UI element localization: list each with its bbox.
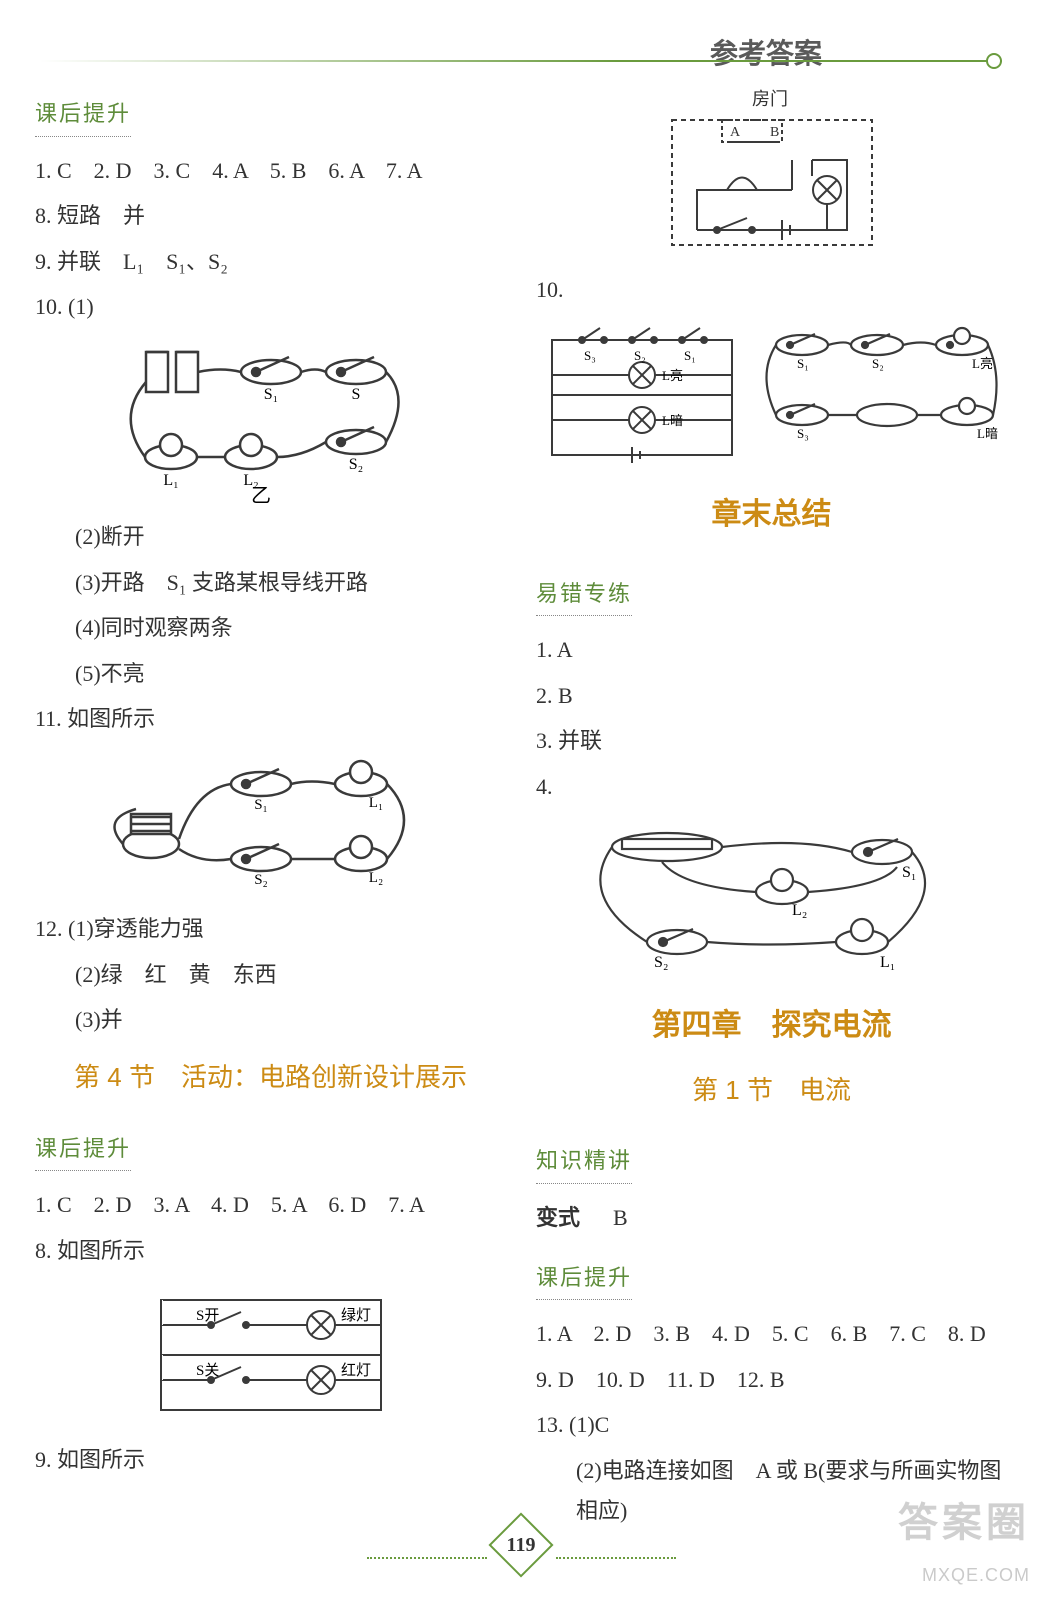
answer-line: (3)开路 S₁ 支路某根导线开路 [35, 563, 506, 603]
answer-line: 3. 并联 [536, 721, 1007, 761]
answer-line: (4)同时观察两条 [35, 608, 506, 648]
page-number-dots [367, 1557, 487, 1559]
section-label: 课后提升 [35, 1129, 131, 1172]
section-label: 课后提升 [35, 94, 131, 137]
answer-line: 9. D 10. D 11. D 12. B [536, 1360, 1007, 1400]
answer-line: 1. C 2. D 3. A 4. D 5. A 6. D 7. A [35, 1185, 506, 1225]
svg-text:L₁: L₁ [368, 795, 382, 811]
answer-line: (2)断开 [35, 517, 506, 557]
svg-text:L亮: L亮 [972, 356, 993, 371]
svg-text:S₁: S₁ [797, 356, 809, 371]
answer-line: 8. 短路 并 [35, 196, 506, 236]
answer-line: 1. A [536, 630, 1007, 670]
svg-text:红灯: 红灯 [341, 1362, 371, 1379]
svg-text:S₂: S₂ [872, 356, 884, 371]
svg-text:L暗: L暗 [977, 426, 998, 441]
answer-line: 9. 如图所示 [35, 1440, 506, 1480]
svg-text:S关: S关 [196, 1362, 219, 1379]
watermark-url: MXQE.COM [898, 1559, 1030, 1591]
svg-text:绿灯: 绿灯 [341, 1307, 371, 1324]
figure-13-4: A S₁L₁ S₂L₂ [1037, 365, 1042, 505]
answer-line: 1. A 2. D 3. B 4. D 5. C 6. B 7. C 8. D [536, 1314, 1007, 1354]
figure-10-1: S₁ S S₂ L₁ L₂ 乙 [35, 337, 506, 507]
watermark-text: 答案圈 [898, 1487, 1030, 1559]
svg-text:A: A [730, 125, 741, 140]
section-title: 第 4 节 活动：电路创新设计展示 [35, 1054, 506, 1101]
section-label: 易错专练 [536, 574, 632, 617]
svg-text:S开: S开 [196, 1308, 219, 1324]
answer-value: B [613, 1205, 628, 1230]
circuit-figure: S₁ L₂ S₂ L₁ [582, 817, 962, 977]
figure-caption: 乙 [251, 485, 271, 507]
circuit-schematic: 房门 A B [652, 80, 892, 260]
svg-text:S₃: S₃ [584, 348, 596, 363]
svg-text:S₂: S₂ [348, 456, 362, 473]
answer-line: 12. (1)穿透能力强 [35, 909, 506, 949]
answer-line: 10. [536, 270, 1007, 310]
svg-text:S₂: S₂ [254, 872, 268, 888]
circuit-figure: S₁ S S₂ L₁ L₂ 乙 [121, 337, 421, 507]
answer-line: 13. (1)C [536, 1405, 1007, 1445]
page-number-badge: 119 [488, 1513, 553, 1578]
svg-text:S: S [351, 386, 360, 403]
svg-text:S₂: S₂ [654, 954, 668, 971]
svg-text:房门: 房门 [752, 89, 788, 109]
svg-text:S₁: S₁ [254, 797, 268, 813]
header-title: 参考答案 [710, 30, 822, 80]
answer-line: 11. 如图所示 [35, 699, 506, 739]
answer-line: (3)I_C＝I_A＋I_B 换用规格不同的灯泡多次实验 [1037, 230, 1042, 309]
svg-text:L₂: L₂ [368, 870, 382, 886]
page-number-value: 119 [500, 1524, 542, 1566]
figure-10-pair: S₃ S₂ S₁ L亮 L暗 S₁ S₂ L亮 S₃ L暗 [536, 320, 1007, 470]
svg-text:L₂: L₂ [792, 902, 807, 919]
circuit-figure: S₃ S₂ S₁ L亮 L暗 S₁ S₂ L亮 S₃ L暗 [542, 320, 1002, 470]
section-title: 第 1 节 电流 [536, 1067, 1007, 1114]
section-label: 课后提升 [536, 1258, 632, 1301]
page-number-dots [556, 1557, 676, 1559]
label-prefix: 变式 [536, 1205, 580, 1230]
svg-text:L₁: L₁ [880, 954, 895, 971]
figure-11: S₁ L₁ S₂ L₂ [35, 749, 506, 899]
page-columns: 课后提升 1. C 2. D 3. C 4. A 5. B 6. A 7. A … [35, 80, 1007, 1549]
circuit-figure: S₁ L₁ S₂ L₂ [111, 749, 431, 899]
svg-text:S₃: S₃ [797, 426, 809, 441]
svg-text:S₁: S₁ [263, 386, 277, 403]
answer-line: 2. B [536, 676, 1007, 716]
svg-text:L亮: L亮 [662, 368, 683, 383]
answer-line: (2)绿 红 黄 东西 [35, 955, 506, 995]
figure-9: 房门 A B [536, 80, 1007, 260]
watermark: 答案圈 MXQE.COM [898, 1487, 1030, 1591]
section-label: 知识精讲 [536, 1141, 632, 1184]
svg-text:S₂: S₂ [634, 348, 646, 363]
answer-line: (5)不亮 [35, 654, 506, 694]
svg-text:L暗: L暗 [662, 413, 683, 428]
svg-text:S₁: S₁ [684, 348, 696, 363]
header-dot [986, 53, 1002, 69]
figure-13-2: 或 L₁L₂ L₁L₂ [1037, 80, 1042, 220]
answer-line: 8. 如图所示 [35, 1231, 506, 1271]
chapter-summary-title: 章末总结 [536, 488, 1007, 542]
answer-line: 9. 并联 L₁ S₁、S₂ [35, 242, 506, 282]
chapter-title: 第四章 探究电流 [536, 999, 1007, 1053]
svg-text:L₁: L₁ [163, 472, 178, 489]
answer-line: 变式 B [536, 1198, 1007, 1238]
figure-8: S开 S关 绿灯 红灯 [35, 1280, 506, 1430]
circuit-schematic: S开 S关 绿灯 红灯 [141, 1280, 401, 1430]
answer-line: 1. C 2. D 3. C 4. A 5. B 6. A 7. A [35, 151, 506, 191]
page-header: 参考答案 [40, 30, 1002, 80]
answer-line: 10. (1) [35, 287, 506, 327]
figure-err4: S₁ L₂ S₂ L₁ [536, 817, 1007, 977]
header-rule [40, 60, 1002, 62]
page-number: 119 [0, 1522, 1042, 1581]
svg-text:B: B [770, 125, 779, 140]
answer-line: (3)并 [35, 1000, 506, 1040]
answer-line: 4. [536, 767, 1007, 807]
svg-text:S₁: S₁ [902, 864, 916, 881]
answer-line: (4)电路图如图所示 [1037, 315, 1042, 355]
